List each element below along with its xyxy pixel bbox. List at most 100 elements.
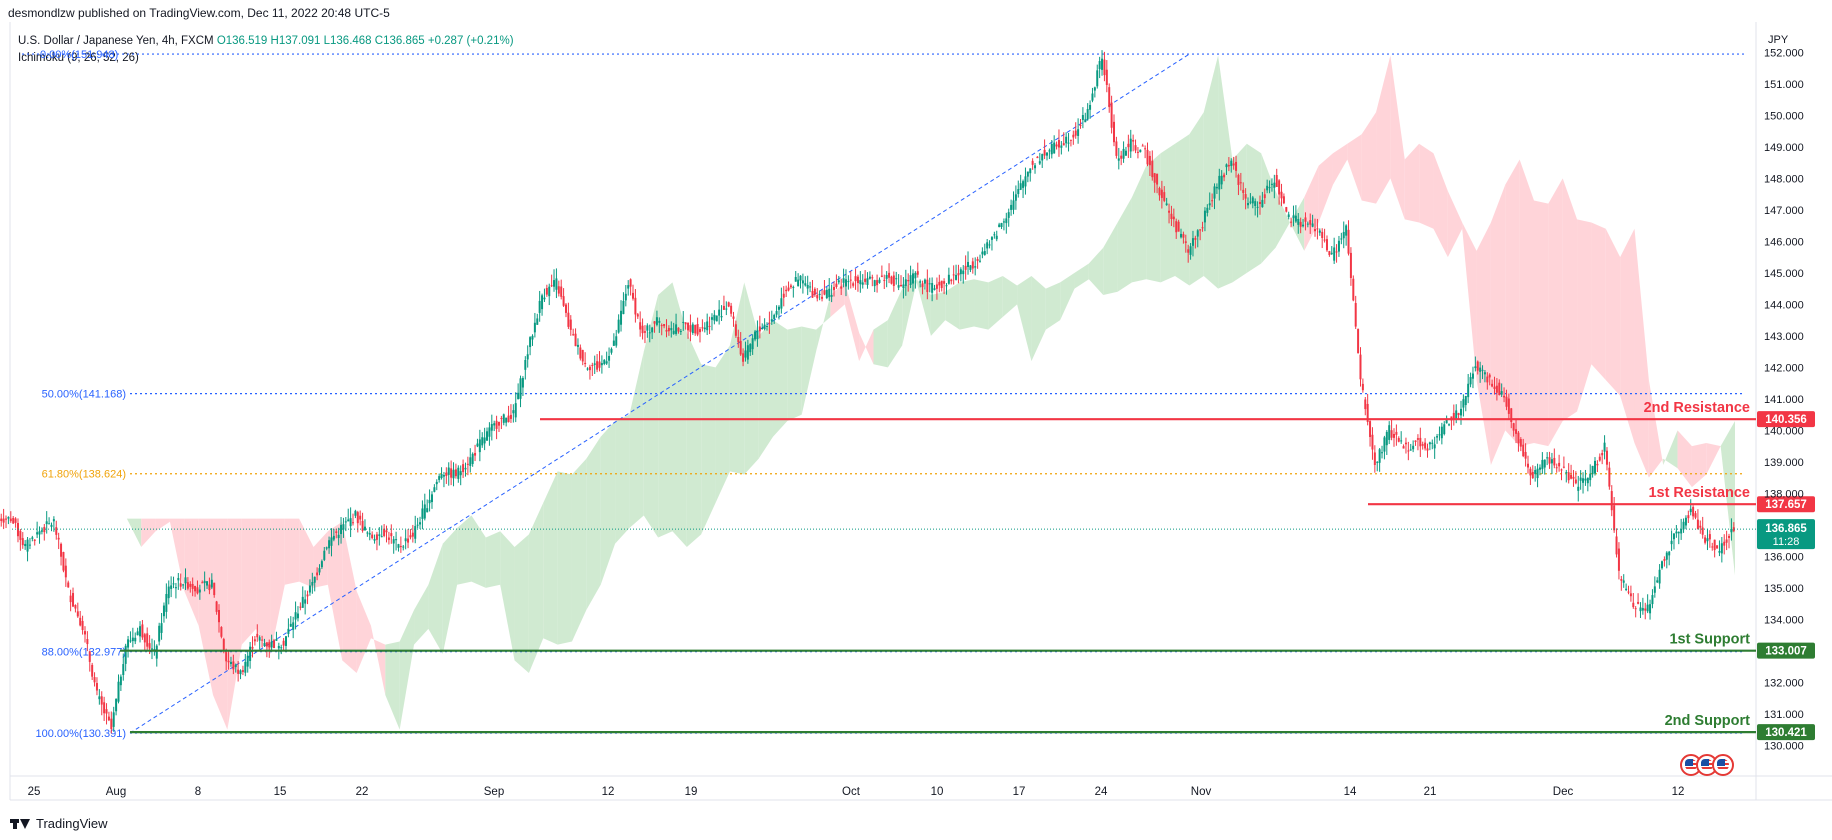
- candle-body: [1692, 507, 1695, 517]
- candle-body: [892, 275, 895, 286]
- level-price-tag: [1757, 724, 1815, 741]
- candle-body: [715, 315, 718, 322]
- candle-body: [301, 596, 304, 608]
- candle-body: [1055, 144, 1058, 147]
- footer-brand: TradingView: [10, 816, 108, 831]
- candle-body: [124, 645, 127, 664]
- candle-body: [117, 681, 120, 702]
- candle-body: [1505, 396, 1508, 407]
- candle-body: [1608, 467, 1611, 487]
- symbol-legend[interactable]: U.S. Dollar / Japanese Yen, 4h, FXCM O13…: [18, 35, 514, 47]
- candle-body: [1572, 476, 1575, 479]
- us-flag-icon[interactable]: [1712, 754, 1734, 776]
- candle-body: [141, 624, 144, 638]
- candle-body: [502, 414, 505, 423]
- candle-body: [150, 648, 153, 650]
- candle-body: [1625, 588, 1628, 590]
- cloud-segment: [1361, 112, 1377, 204]
- candle-body: [194, 585, 197, 592]
- cloud-segment: [744, 282, 759, 475]
- candle-body: [258, 637, 261, 641]
- candle-body: [825, 289, 828, 299]
- candle-body: [622, 300, 625, 315]
- candle-body: [2, 518, 5, 523]
- candle-body: [433, 487, 436, 492]
- candle-body: [344, 521, 347, 523]
- candle-body: [964, 265, 967, 270]
- candle-body: [773, 314, 776, 320]
- level-price-label: 137.657: [1765, 499, 1807, 511]
- candle-body: [387, 537, 390, 540]
- fib-label-0: 0.00%(151.948): [40, 49, 118, 61]
- candle-body: [959, 269, 962, 275]
- x-tick-label: 25: [28, 786, 41, 798]
- candle-body: [911, 273, 914, 284]
- x-tick-label: Nov: [1191, 786, 1212, 798]
- candle-body: [1658, 569, 1661, 584]
- candle-body: [873, 280, 876, 287]
- y-tick-label: 143.000: [1764, 331, 1804, 343]
- candle-body: [76, 611, 79, 617]
- candle-body: [452, 469, 455, 479]
- x-tick-label: 22: [356, 786, 369, 798]
- candle-body: [1113, 121, 1116, 143]
- candle-body: [1067, 142, 1070, 144]
- candle-body: [799, 275, 802, 281]
- cloud-segment: [1419, 143, 1434, 229]
- cloud-segment: [1390, 55, 1405, 220]
- candle-body: [1369, 421, 1372, 438]
- candle-body: [730, 305, 733, 314]
- candle-body: [957, 273, 960, 276]
- candle-body: [789, 285, 792, 288]
- candle-body: [459, 471, 462, 476]
- candle-body: [1311, 223, 1314, 227]
- candle-body: [69, 595, 72, 603]
- candle-body: [804, 283, 807, 286]
- candle-body: [5, 518, 8, 520]
- candle-body: [895, 278, 898, 280]
- candle-body: [1022, 181, 1025, 188]
- candle-body: [746, 345, 749, 360]
- candle-body: [1120, 155, 1123, 159]
- cloud-segment: [1160, 143, 1176, 283]
- candle-body: [751, 338, 754, 350]
- candle-body: [129, 640, 132, 642]
- candle-body: [294, 612, 297, 620]
- candle-body: [328, 540, 331, 549]
- candle-body: [1438, 434, 1441, 436]
- candle-body: [1148, 155, 1151, 166]
- candle-body: [1364, 399, 1367, 410]
- candle-body: [866, 278, 869, 285]
- candle-body: [493, 423, 496, 426]
- candle-body: [282, 640, 285, 646]
- candle-body: [567, 312, 570, 327]
- candle-body: [497, 421, 500, 426]
- candle-body: [249, 646, 252, 661]
- cloud-segment: [1620, 228, 1635, 443]
- candle-body: [1728, 535, 1731, 538]
- cloud-segment: [859, 329, 874, 365]
- candle-body: [983, 251, 986, 255]
- candle-body: [615, 336, 618, 346]
- candle-body: [14, 518, 17, 523]
- candle-body: [1201, 227, 1204, 229]
- candle-body: [1352, 278, 1355, 301]
- candle-body: [1242, 189, 1245, 193]
- candle-body: [93, 677, 96, 683]
- candle-body: [677, 327, 680, 332]
- candle-body: [1333, 247, 1336, 261]
- x-tick-label: 15: [274, 786, 287, 798]
- cloud-segment: [1318, 153, 1333, 223]
- candle-body: [1263, 194, 1266, 199]
- indicator-legend[interactable]: Ichimoku (9, 26, 52, 26): [18, 52, 139, 64]
- y-tick-label: 136.000: [1764, 551, 1804, 563]
- cloud-segment: [1605, 228, 1621, 396]
- candle-body: [797, 279, 800, 287]
- candle-body: [1474, 366, 1477, 369]
- ichimoku-cloud: [126, 55, 1735, 730]
- candle-body: [1431, 442, 1434, 444]
- candle-body: [222, 639, 225, 650]
- candle-body: [1168, 210, 1171, 213]
- economic-events[interactable]: [1680, 754, 1734, 776]
